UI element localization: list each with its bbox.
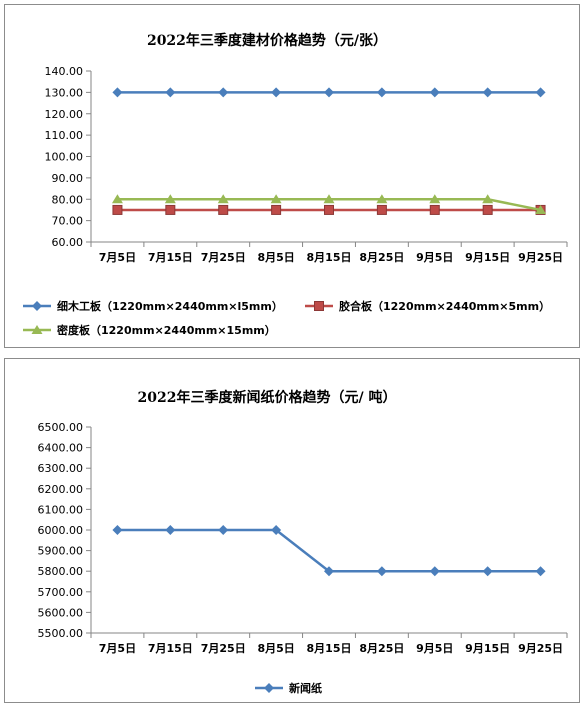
legend-item: 细木工板（1220mm×2440mm×l5mm） — [23, 299, 283, 313]
series-1 — [112, 204, 546, 215]
x-tick-label: 8月15日 — [307, 251, 352, 264]
data-point — [164, 194, 176, 204]
data-point — [271, 525, 282, 535]
data-point — [324, 566, 334, 577]
legend-label: 胶合板（1220mm×2440mm×5mm） — [339, 299, 550, 313]
legend-item: 密度板（1220mm×2440mm×15mm） — [23, 323, 276, 337]
y-tick-label: 70.00 — [52, 215, 84, 228]
data-point — [165, 204, 176, 215]
legend-marker — [314, 301, 324, 311]
x-tick-label: 8月25日 — [359, 251, 404, 264]
x-tick-label: 8月5日 — [257, 251, 294, 264]
data-point — [376, 194, 388, 204]
x-tick-label: 8月5日 — [257, 642, 294, 655]
legend-label: 新闻纸 — [289, 681, 322, 695]
data-point — [112, 87, 123, 98]
data-point — [429, 194, 441, 204]
data-point — [323, 194, 335, 204]
data-point — [324, 87, 334, 98]
data-point — [218, 525, 229, 535]
y-tick-label: 140.00 — [45, 65, 84, 78]
legend-marker — [264, 683, 274, 693]
y-tick-label: 5700.00 — [38, 586, 84, 599]
data-point — [271, 204, 282, 215]
data-point — [165, 525, 176, 535]
series-0 — [112, 87, 546, 98]
legend-marker — [32, 301, 42, 311]
y-tick-label: 6200.00 — [38, 483, 84, 496]
data-point — [482, 194, 494, 204]
y-tick-label: 130.00 — [45, 86, 84, 99]
data-point — [112, 525, 123, 535]
x-tick-label: 9月5日 — [416, 642, 453, 655]
series-0 — [112, 525, 546, 577]
x-tick-label: 8月15日 — [307, 642, 352, 655]
data-point — [376, 87, 387, 98]
y-tick-label: 100.00 — [45, 151, 84, 164]
data-point — [535, 204, 547, 214]
data-point — [535, 87, 546, 98]
x-tick-label: 8月25日 — [359, 642, 404, 655]
data-point — [482, 566, 493, 577]
y-tick-label: 5800.00 — [38, 565, 84, 578]
data-point — [112, 204, 123, 215]
chart-panel-newsprint: 2022年三季度新闻纸价格趋势（元/ 吨） 5500.00 5600.00 5700… — [4, 358, 580, 703]
data-point — [218, 87, 229, 98]
legend-label: 细木工板（1220mm×2440mm×l5mm） — [57, 299, 283, 313]
x-tick-label: 7月5日 — [99, 642, 136, 655]
data-point — [217, 194, 229, 204]
y-tick-label: 6300.00 — [38, 462, 84, 475]
y-tick-label: 5900.00 — [38, 545, 84, 558]
data-point — [111, 194, 123, 204]
x-tick-label: 9月5日 — [416, 251, 453, 264]
x-tick-label: 9月25日 — [518, 251, 563, 264]
chart-title: 2022年三季度建材价格趋势（元/张） — [147, 32, 387, 49]
y-tick-label: 5600.00 — [38, 606, 84, 619]
legend-label: 密度板（1220mm×2440mm×15mm） — [57, 323, 276, 337]
y-tick-label: 6500.00 — [38, 421, 84, 434]
x-tick-label: 9月15日 — [465, 642, 510, 655]
y-tick-label: 6000.00 — [38, 524, 84, 537]
newsprint-chart: 2022年三季度新闻纸价格趋势（元/ 吨） 5500.00 5600.00 5700… — [38, 389, 568, 695]
y-tick-label: 120.00 — [45, 108, 84, 121]
y-tick-label: 60.00 — [52, 236, 84, 249]
data-point — [271, 87, 282, 98]
y-tick-label: 80.00 — [52, 193, 84, 206]
x-tick-label: 7月5日 — [99, 251, 136, 264]
data-point — [376, 204, 387, 215]
series-line — [117, 528, 541, 573]
x-tick-label: 9月25日 — [518, 642, 563, 655]
legend-item: 胶合板（1220mm×2440mm×5mm） — [305, 299, 550, 313]
data-point — [324, 204, 334, 215]
x-tick-label: 9月15日 — [465, 251, 510, 264]
chart-panel-building-materials: 2022年三季度建材价格趋势（元/张） 60.00 70.00 80.00 90.00… — [4, 4, 580, 348]
data-point — [482, 87, 493, 98]
data-point — [482, 204, 493, 215]
data-point — [165, 87, 176, 98]
data-point — [429, 566, 440, 577]
x-tick-label: 7月25日 — [201, 251, 246, 264]
data-point — [429, 87, 440, 98]
y-tick-label: 5500.00 — [38, 627, 84, 640]
x-tick-label: 7月15日 — [148, 251, 193, 264]
building-materials-chart: 2022年三季度建材价格趋势（元/张） 60.00 70.00 80.00 90.00… — [23, 32, 568, 337]
y-tick-label: 6400.00 — [38, 442, 84, 455]
legend-marker — [31, 325, 43, 334]
data-point — [270, 194, 282, 204]
series-2 — [111, 194, 547, 214]
y-tick-label: 90.00 — [52, 172, 84, 185]
data-point — [535, 566, 546, 577]
y-tick-label: 6100.00 — [38, 503, 84, 516]
x-tick-label: 7月15日 — [148, 642, 193, 655]
data-point — [218, 204, 229, 215]
data-point — [376, 566, 387, 577]
data-point — [429, 204, 440, 215]
chart-title: 2022年三季度新闻纸价格趋势（元/ 吨） — [138, 389, 397, 406]
y-tick-label: 110.00 — [45, 129, 84, 142]
x-tick-label: 7月25日 — [201, 642, 246, 655]
legend-item: 新闻纸 — [255, 681, 322, 695]
